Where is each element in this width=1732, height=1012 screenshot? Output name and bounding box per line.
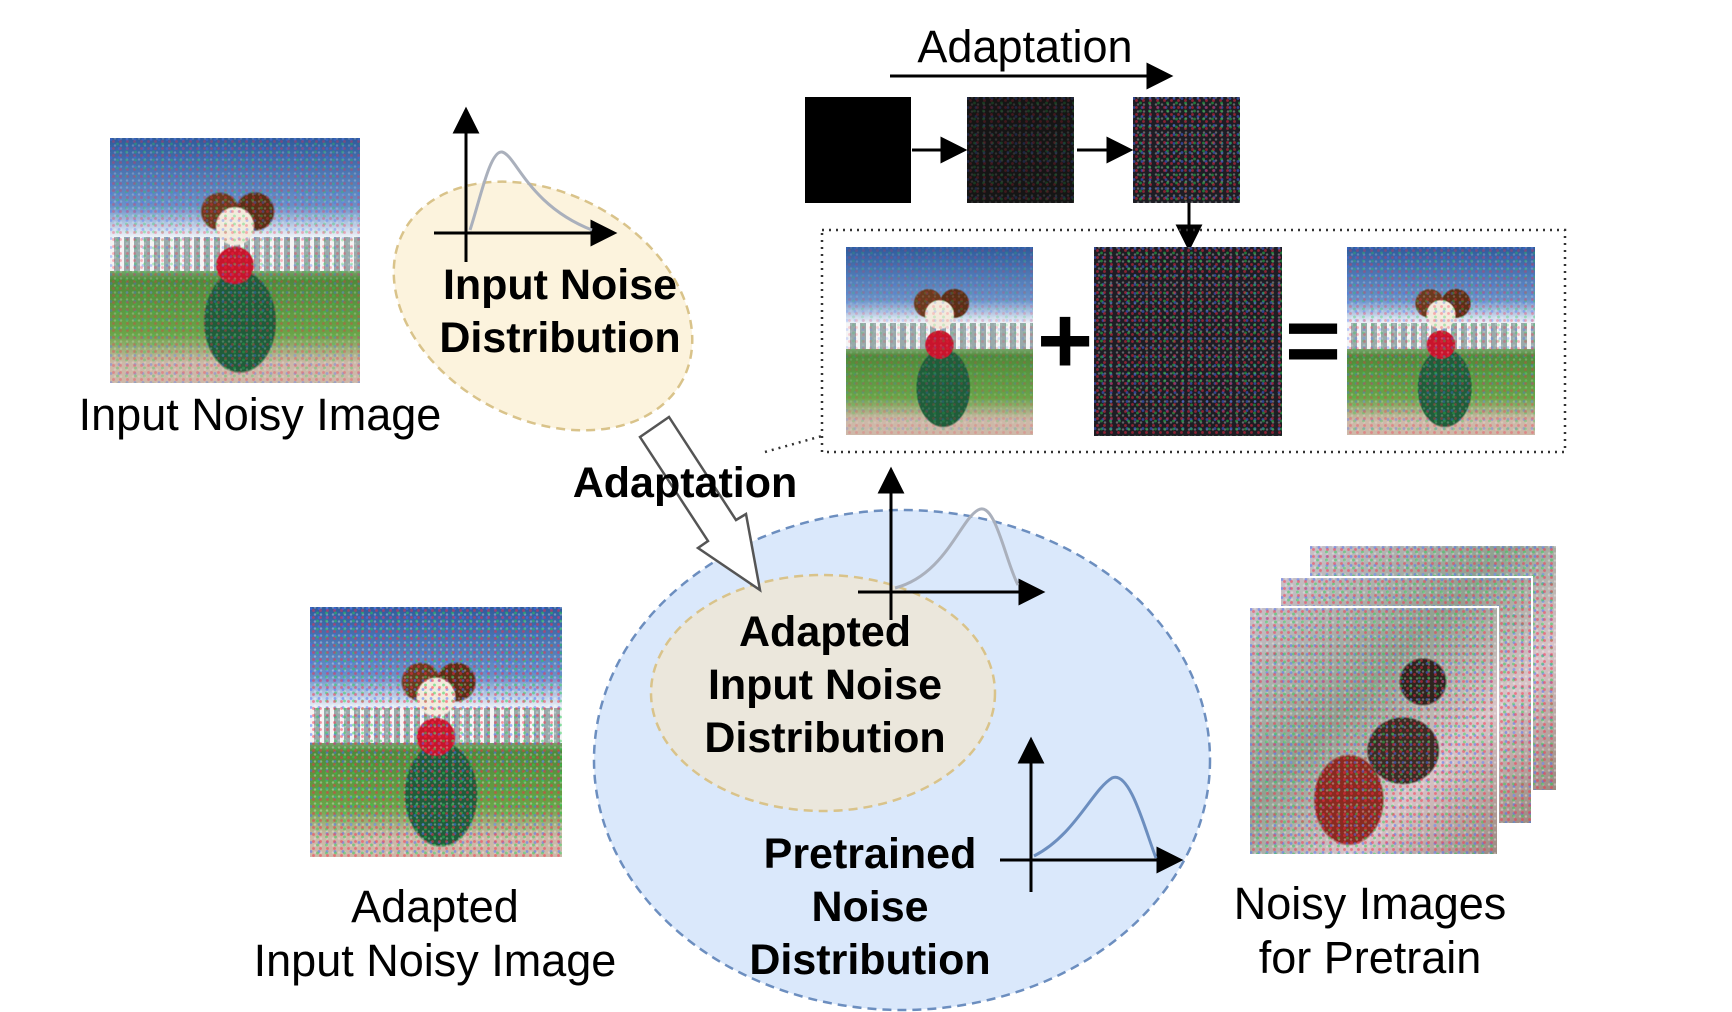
equals-sign: = — [1283, 296, 1343, 386]
adaptation-middle-label: Adaptation — [560, 457, 810, 510]
input-noisy-image-label: Input Noisy Image — [60, 388, 460, 442]
input-noise-distribution-label: Input Noise Distribution — [405, 259, 715, 365]
adapted-noise-line3: Distribution — [670, 712, 980, 765]
adapted-image-line2: Input Noisy Image — [230, 934, 640, 988]
adapted-input-noisy-image-label: Adapted Input Noisy Image — [230, 880, 640, 988]
input-noise-line2: Distribution — [405, 312, 715, 365]
noise-square-low — [967, 97, 1074, 203]
adapted-noise-line2: Input Noise — [670, 659, 980, 712]
pretrained-noise-line1: Pretrained — [720, 828, 1020, 881]
pretrained-noise-line2: Noise — [720, 881, 1020, 934]
adapted-image-line1: Adapted — [230, 880, 640, 934]
adaptation-top-label: Adaptation — [880, 20, 1170, 74]
callout-dotted-line — [765, 436, 822, 452]
plus-sign: + — [1032, 296, 1098, 386]
noise-square-high — [1133, 97, 1240, 203]
equation-input-image — [846, 247, 1033, 435]
equation-noise-image — [1094, 247, 1282, 436]
input-noise-line1: Input Noise — [405, 259, 715, 312]
noise-square-zero — [805, 97, 911, 203]
pretrain-line2: for Pretrain — [1200, 931, 1540, 985]
equation-result-image — [1347, 247, 1535, 435]
adapted-noise-line1: Adapted — [670, 606, 980, 659]
adapted-input-noisy-image — [310, 607, 562, 857]
noisy-images-pretrain-label: Noisy Images for Pretrain — [1200, 877, 1540, 985]
input-noisy-image — [110, 138, 360, 383]
pretrain-image-front — [1248, 606, 1499, 856]
pretrained-noise-line3: Distribution — [720, 934, 1020, 987]
adapted-noise-distribution-label: Adapted Input Noise Distribution — [670, 606, 980, 765]
pretrained-noise-distribution-label: Pretrained Noise Distribution — [720, 828, 1020, 987]
pretrain-line1: Noisy Images — [1200, 877, 1540, 931]
